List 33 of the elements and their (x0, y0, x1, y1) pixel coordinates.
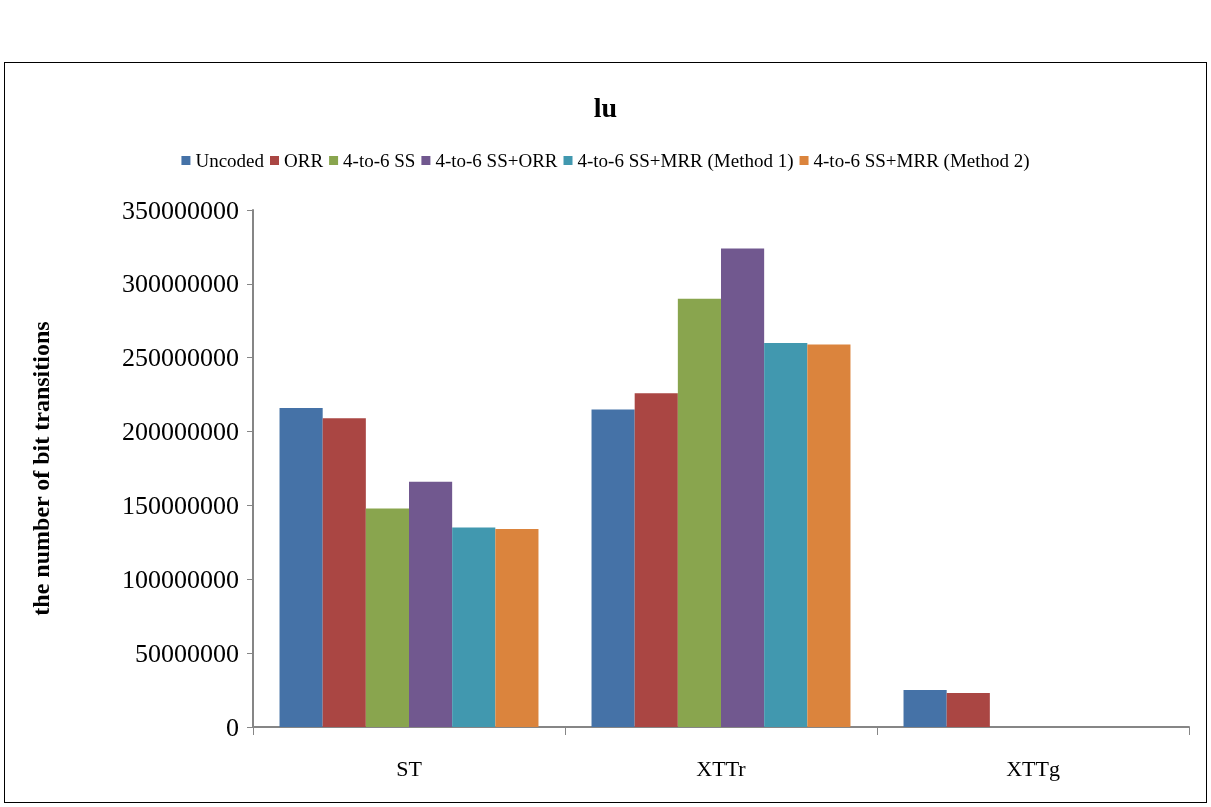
legend-label: 4-to-6 SS (343, 150, 416, 171)
bar (946, 693, 990, 727)
x-tick-label: XTTr (696, 755, 747, 781)
legend-label: 4-to-6 SS+MRR (Method 1) (577, 150, 794, 172)
bar (279, 407, 323, 727)
legend-label: 4-to-6 SS+ORR (435, 150, 558, 171)
bar (764, 342, 808, 727)
bar (409, 481, 453, 727)
bar (903, 690, 947, 727)
y-tick-label: 200000000 (122, 417, 239, 447)
y-tick-label: 50000000 (135, 638, 239, 668)
bar (807, 344, 851, 727)
x-tick-label: ST (396, 755, 423, 781)
chart-title: lu (593, 91, 618, 123)
bar (591, 409, 635, 727)
y-axis-title: the number of bit transitions (28, 321, 54, 616)
y-tick-label: 0 (226, 712, 239, 742)
x-tick-label: XTTg (1006, 755, 1060, 781)
legend-label: ORR (284, 150, 324, 171)
bar (452, 527, 496, 727)
bar (721, 248, 765, 727)
bar (495, 529, 539, 727)
y-tick-label: 150000000 (122, 490, 239, 520)
bar (365, 508, 409, 727)
bar (634, 393, 678, 727)
legend-label: Uncoded (195, 150, 265, 171)
bar (677, 298, 721, 727)
y-tick-label: 100000000 (122, 564, 239, 594)
y-tick-label: 350000000 (122, 195, 239, 225)
bar (322, 418, 366, 727)
y-tick-label: 250000000 (122, 343, 239, 373)
legend-label: 4-to-6 SS+MRR (Method 2) (813, 150, 1030, 172)
y-tick-label: 300000000 (122, 269, 239, 299)
